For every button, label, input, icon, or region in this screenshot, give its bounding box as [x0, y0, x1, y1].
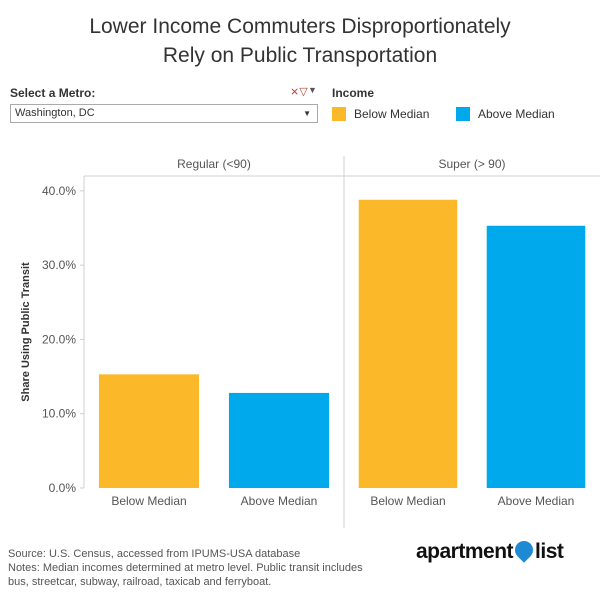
bar-0-0 — [98, 374, 200, 488]
bar-0-1 — [228, 392, 330, 488]
x-tick-label: Above Median — [241, 494, 318, 508]
apartment-list-logo: apartment list — [416, 537, 564, 564]
x-tick-label: Below Median — [370, 494, 445, 508]
chart-footer: Source: U.S. Census, accessed from IPUMS… — [8, 547, 408, 589]
bar-chart: 0.0% 10.0% 20.0% 30.0% 40.0% Share Using Publ… — [20, 156, 600, 528]
legend-label-above-median: Above Median — [478, 107, 555, 121]
metro-select-value: Washington, DC — [15, 107, 95, 119]
filter-menu-chevron-down-icon[interactable]: ▼ — [308, 85, 317, 95]
logo-text-right: list — [535, 540, 564, 563]
legend-swatch-below-median — [332, 107, 346, 121]
legend-swatch-above-median — [456, 107, 470, 121]
legend-item-below-median[interactable]: Below Median — [332, 106, 429, 122]
chart-title: Lower Income Commuters Disproportionatel… — [0, 12, 600, 70]
legend-label-below-median: Below Median — [354, 107, 430, 121]
legend-title: Income — [332, 86, 375, 100]
x-tick-label: Below Median — [111, 494, 186, 508]
chevron-down-icon[interactable]: ▼ — [303, 109, 311, 118]
y-tick-label: 0.0% — [49, 481, 77, 495]
filter-clear-icon[interactable]: ⨯▽ — [290, 86, 308, 98]
chart-title-line-1: Lower Income Commuters Disproportionatel… — [89, 15, 511, 38]
bar-1-1 — [486, 225, 586, 488]
y-tick-label: 10.0% — [42, 407, 76, 421]
y-axis-label: Share Using Public Transit — [20, 262, 32, 402]
map-pin-icon — [511, 537, 537, 563]
panel-header-1: Super (> 90) — [438, 157, 505, 171]
logo-text-left: apartment — [416, 540, 514, 563]
source-note: Source: U.S. Census, accessed from IPUMS… — [8, 548, 301, 560]
notes-line-1: Notes: Median incomes determined at metr… — [8, 562, 363, 574]
metro-filter-label: Select a Metro: — [10, 86, 96, 100]
legend-item-above-median[interactable]: Above Median — [456, 106, 555, 122]
panel-header-0: Regular (<90) — [177, 157, 251, 171]
notes-line-2: bus, streetcar, subway, railroad, taxica… — [8, 576, 272, 588]
metro-select[interactable]: Washington, DC ▼ — [10, 104, 318, 123]
y-tick-label: 20.0% — [42, 332, 76, 346]
chart-title-line-2: Rely on Public Transportation — [162, 44, 438, 67]
x-tick-label: Above Median — [498, 494, 575, 508]
y-tick-label: 40.0% — [42, 184, 76, 198]
y-tick-label: 30.0% — [42, 258, 76, 272]
bar-1-0 — [358, 199, 458, 488]
